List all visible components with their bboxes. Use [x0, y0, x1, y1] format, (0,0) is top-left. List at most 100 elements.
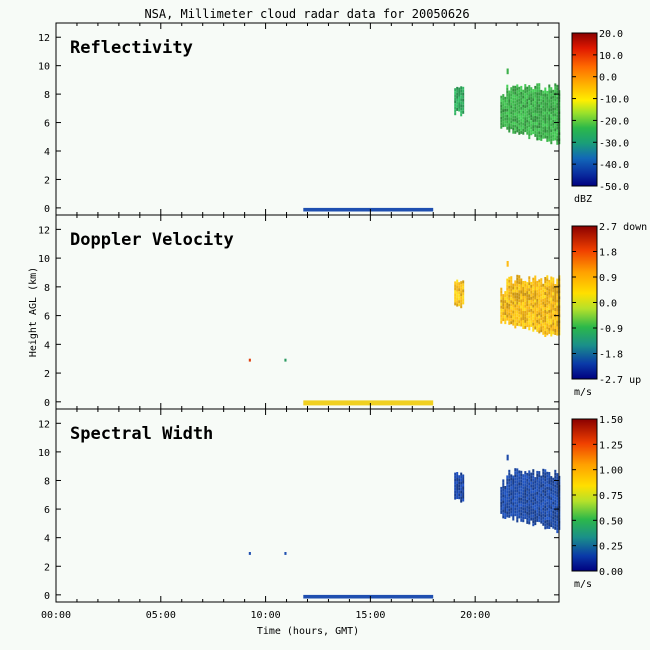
echo-cell: [522, 107, 525, 111]
echo-cell: [542, 504, 545, 508]
echo-cell: [456, 484, 459, 487]
echo-cell: [510, 309, 513, 313]
echo-cell: [514, 103, 517, 107]
echo-cell: [554, 101, 557, 105]
echo-cell: [524, 111, 527, 115]
echo-cell: [552, 304, 555, 308]
echo-cell: [508, 481, 511, 485]
echo-cell: [552, 507, 555, 511]
echo-cell: [548, 517, 551, 520]
echo-cell: [544, 481, 547, 485]
echo-cell: [540, 317, 543, 321]
echo-cell: [530, 511, 533, 515]
echo-cell: [518, 110, 521, 114]
echo-cell: [542, 96, 545, 100]
echo-cell: [534, 85, 537, 89]
echo-cell: [550, 330, 553, 334]
echo-cell: [524, 474, 527, 478]
echo-cell: [508, 126, 511, 130]
echo-cell: [502, 97, 505, 101]
echo-cell: [546, 332, 549, 336]
echo-cell: [556, 317, 559, 321]
y-tick-label: 2: [44, 369, 50, 380]
echo-cell: [458, 481, 461, 485]
echo-cell: [530, 281, 533, 285]
echo-cell: [462, 86, 465, 90]
echo-cell: [518, 275, 521, 279]
echo-cell: [552, 522, 555, 526]
echo-cell: [556, 84, 559, 88]
echo-cell: [556, 485, 559, 489]
echo-cell: [540, 326, 543, 330]
echo-cell: [532, 277, 535, 281]
echo-cell: [516, 489, 519, 493]
echo-cell: [546, 308, 549, 312]
echo-cell: [500, 510, 503, 514]
echo-cell: [552, 113, 555, 117]
echo-cell: [516, 84, 519, 88]
echo-cell: [520, 91, 523, 95]
echo-cell: [514, 115, 517, 119]
echo-cell: [462, 89, 465, 93]
echo-cell: [538, 315, 541, 319]
echo-cell: [540, 92, 543, 96]
echo-cell: [552, 280, 555, 284]
echo-cell: [528, 127, 531, 131]
echo-cell: [538, 288, 541, 292]
y-tick-label: 12: [38, 33, 50, 44]
echo-cell: [500, 290, 503, 294]
echo-cell: [532, 295, 535, 299]
echo-cell: [542, 292, 545, 296]
echo-cell: [548, 312, 551, 316]
echo-cell: [518, 128, 521, 132]
echo-cell: [528, 288, 531, 292]
echo-cell: [556, 114, 559, 118]
echo-cell: [520, 302, 523, 306]
echo-cell: [534, 115, 537, 119]
echo-cell: [532, 313, 535, 317]
echo-cell: [550, 288, 553, 292]
echo-cell: [552, 525, 555, 529]
echo-cell: [500, 308, 503, 312]
echo-cell: [550, 285, 553, 289]
echo-cell: [504, 297, 507, 301]
echo-cell: [538, 98, 541, 102]
echo-cell: [528, 494, 531, 498]
echo-cell: [556, 87, 559, 91]
echo-cell: [544, 280, 547, 283]
echo-cell: [524, 316, 527, 320]
x-axis-label: Time (hours, GMT): [257, 626, 359, 637]
echo-cell: [514, 325, 517, 329]
echo-cell: [556, 135, 559, 139]
echo-cell: [536, 313, 539, 317]
echo-cell: [528, 309, 531, 313]
echo-cell: [542, 310, 545, 314]
echo-cell: [550, 117, 553, 121]
echo-cell: [516, 120, 519, 124]
echo-cell: [554, 481, 557, 485]
echo-cell: [554, 511, 557, 515]
echo-cell: [556, 141, 559, 145]
y-tick-label: 8: [44, 283, 50, 294]
echo-cell: [462, 98, 465, 102]
echo-cell: [500, 122, 503, 126]
echo-cell: [462, 489, 465, 493]
echo-cell: [508, 315, 511, 319]
echo-cell: [552, 516, 555, 520]
echo-cell: [552, 307, 555, 311]
echo-cell: [526, 517, 529, 521]
echo-cell: [542, 126, 545, 130]
echo-cell: [522, 122, 525, 126]
echo-cell: [546, 108, 549, 112]
echo-cell: [504, 111, 507, 115]
echo-cell: [500, 101, 503, 105]
echo-cell: [462, 477, 465, 481]
echo-cell: [516, 90, 519, 94]
echo-cell: [522, 311, 525, 314]
echo-cell: [534, 498, 537, 502]
echo-cell: [554, 317, 557, 320]
echo-cell: [556, 494, 559, 498]
echo-cell: [518, 488, 521, 492]
